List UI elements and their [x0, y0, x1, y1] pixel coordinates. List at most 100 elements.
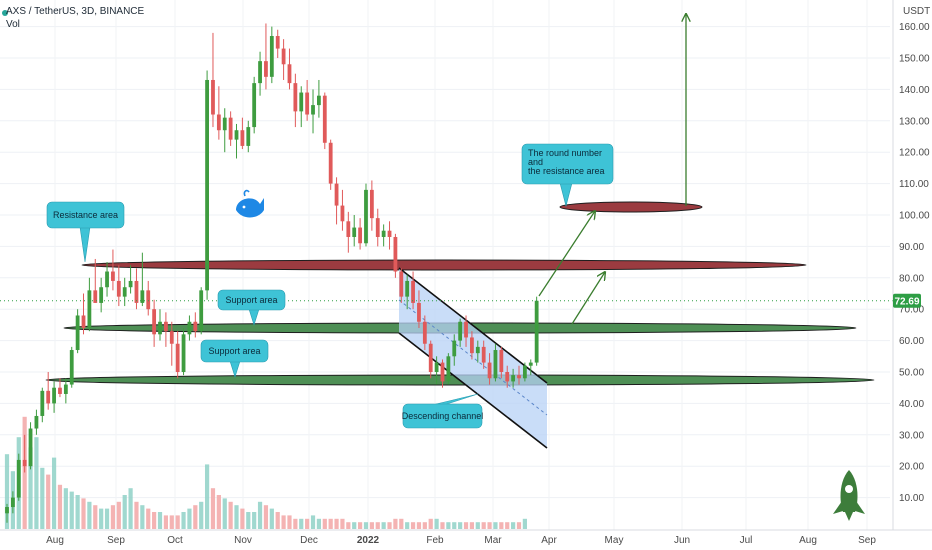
candle-body: [446, 356, 450, 381]
volume-bar: [458, 522, 462, 529]
x-tick-label: Aug: [799, 535, 817, 546]
candle-body: [417, 303, 421, 322]
volume-bar: [405, 522, 409, 529]
volume-bar: [93, 505, 97, 529]
volume-bar: [23, 417, 27, 529]
x-tick-label: 2022: [357, 535, 380, 546]
volume-bar: [70, 492, 74, 529]
candle: [535, 297, 539, 366]
volume-bar: [329, 519, 333, 529]
candle: [252, 77, 256, 134]
candle-body: [458, 322, 462, 341]
candle-body: [140, 290, 144, 303]
candle-body: [482, 347, 486, 363]
x-tick-label: Mar: [484, 535, 502, 546]
chart-title: AXS / TetherUS, 3D, BINANCE: [6, 6, 145, 17]
candle-body: [235, 130, 239, 139]
callout-support-area-lower-text: Support area: [208, 346, 260, 356]
x-tick-label: Sep: [858, 535, 876, 546]
price-axis[interactable]: 10.00 20.00 30.00 40.00 50.00 60.00 70.00 80.00…: [893, 0, 932, 550]
callout-descending-channel-text: Descending channel: [402, 411, 484, 421]
volume-bar: [370, 522, 374, 529]
x-tick-label: May: [605, 535, 624, 546]
volume-bar: [387, 522, 391, 529]
candle: [329, 140, 333, 190]
volume-bar: [146, 509, 150, 529]
y-tick-label: 80.00: [899, 273, 924, 284]
volume-bar: [299, 519, 303, 529]
candle-body: [488, 363, 492, 379]
volume-bar: [346, 522, 350, 529]
candle-body: [476, 347, 480, 353]
volume-bar: [470, 522, 474, 529]
x-tick-label: Nov: [234, 535, 252, 546]
candle-body: [311, 105, 315, 114]
candle-body: [52, 388, 56, 404]
candle-body: [246, 127, 250, 146]
candle-body: [323, 96, 327, 143]
candle-body: [535, 301, 539, 363]
candle-body: [252, 83, 256, 127]
y-tick-label: 40.00: [899, 399, 924, 410]
volume-bar: [417, 522, 421, 529]
candle-body: [399, 272, 403, 297]
candle-body: [111, 272, 115, 281]
volume-bar: [281, 515, 285, 529]
volume-bar: [511, 522, 515, 529]
last-price-label: 72.69: [894, 296, 919, 307]
candle-body: [505, 372, 509, 381]
candle-body: [158, 322, 162, 335]
y-tick-label: 120.00: [899, 148, 930, 159]
y-tick-label: 50.00: [899, 368, 924, 379]
candle-body: [5, 507, 9, 513]
volume-bar: [252, 512, 256, 529]
candle-body: [117, 281, 121, 297]
candle-body: [64, 385, 68, 394]
volume-bar: [187, 509, 191, 529]
volume-bar: [317, 519, 321, 529]
volume-bar: [399, 519, 403, 529]
candle-body: [346, 221, 350, 237]
candle-body: [105, 272, 109, 288]
volume-bar: [128, 488, 132, 529]
candle-body: [288, 64, 292, 83]
volume-bar: [352, 522, 356, 529]
candle-body: [499, 350, 503, 372]
candle-body: [405, 281, 409, 297]
x-tick-label: Feb: [426, 535, 444, 546]
y-tick-label: 150.00: [899, 54, 930, 65]
volume-bar: [276, 512, 280, 529]
resistance-zone: [82, 260, 806, 270]
y-tick-label: 60.00: [899, 336, 924, 347]
volume-bar: [258, 502, 262, 529]
candle-body: [382, 231, 386, 237]
volume-bar: [117, 502, 121, 529]
candle-body: [423, 322, 427, 344]
volume-bar: [517, 522, 521, 529]
whale-eye: [243, 206, 246, 209]
volume-bar: [234, 505, 238, 529]
volume-bar: [134, 502, 138, 529]
volume-bar: [446, 522, 450, 529]
candle-body: [205, 80, 209, 290]
candle-body: [282, 49, 286, 65]
candle: [182, 328, 186, 375]
volume-bar: [240, 509, 244, 529]
candle-body: [211, 80, 215, 115]
candle-body: [329, 143, 333, 184]
x-tick-label: Dec: [300, 535, 318, 546]
volume-bar: [164, 515, 168, 529]
candle-body: [99, 287, 103, 303]
candle-body: [411, 281, 415, 303]
volume-bar: [217, 495, 221, 529]
candle-body: [511, 375, 515, 381]
candle: [394, 234, 398, 278]
candle-body: [70, 350, 74, 385]
candle-body: [464, 322, 468, 338]
y-tick-label: 110.00: [899, 179, 929, 190]
candle-body: [258, 61, 262, 83]
volume-bar: [476, 522, 480, 529]
volume-bar: [452, 522, 456, 529]
